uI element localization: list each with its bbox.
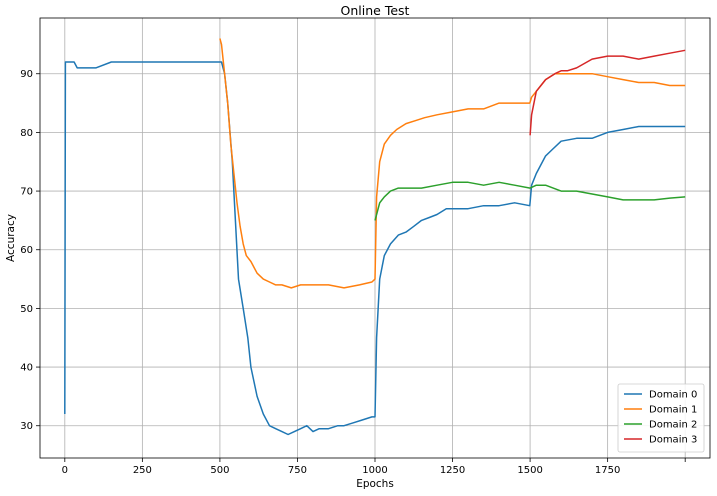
- x-tick-label: 1000: [362, 465, 387, 476]
- y-tick-label: 30: [20, 421, 33, 432]
- legend: Domain 0 Domain 1 Domain 2 Domain 3: [617, 383, 705, 453]
- x-tick-label: 0: [62, 465, 68, 476]
- x-tick-label: 500: [210, 465, 229, 476]
- x-axis-ticks: 0 250 500 750 1000 1250 1500 1750: [62, 458, 686, 476]
- legend-label: Domain 0: [649, 390, 697, 401]
- legend-box: [617, 383, 705, 453]
- y-tick-label: 50: [20, 304, 33, 315]
- series-line-domain-0: [64, 61, 686, 436]
- y-tick-label: 80: [20, 128, 33, 139]
- y-axis-ticks: 30 40 50 60 70 80 90: [20, 69, 40, 432]
- series-line-domain-3: [529, 49, 686, 136]
- y-tick-label: 90: [20, 69, 33, 80]
- legend-label: Domain 3: [649, 435, 697, 446]
- y-axis-label: Accuracy: [5, 214, 17, 262]
- legend-label: Domain 2: [649, 420, 697, 431]
- x-axis-label: Epochs: [356, 478, 394, 490]
- x-tick-label: 1750: [595, 465, 620, 476]
- series-line-domain-1: [219, 38, 686, 289]
- legend-label: Domain 1: [649, 405, 697, 416]
- y-tick-label: 70: [20, 187, 33, 198]
- x-tick-label: 1500: [517, 465, 542, 476]
- series-line-domain-2: [374, 181, 686, 221]
- chart-title: Online Test: [341, 3, 410, 18]
- x-tick-label: 750: [288, 465, 307, 476]
- x-tick-label: 1250: [440, 465, 465, 476]
- y-tick-label: 40: [20, 363, 33, 374]
- x-tick-label: 250: [133, 465, 152, 476]
- y-tick-label: 60: [20, 245, 33, 256]
- series-layer: [64, 38, 686, 436]
